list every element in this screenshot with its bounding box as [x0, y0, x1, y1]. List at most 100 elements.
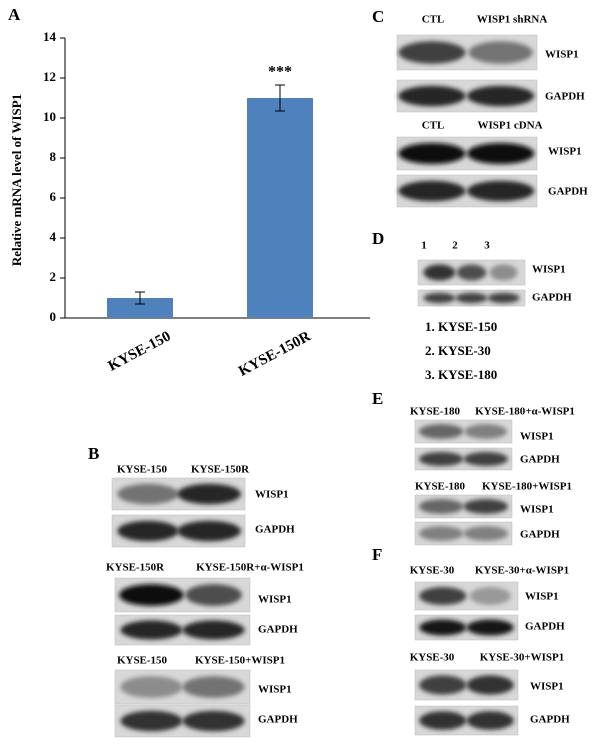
- y-tick-label: 10: [43, 109, 56, 124]
- y-tick-label: 12: [43, 69, 56, 84]
- y-tick-label: 14: [43, 29, 57, 44]
- label: KYSE-150: [117, 464, 168, 476]
- label: KYSE-180: [415, 481, 466, 493]
- blot-band: [117, 483, 179, 505]
- y-tick-label: 2: [50, 269, 57, 284]
- blot-band: [182, 710, 245, 732]
- blot-band: [120, 710, 183, 732]
- blot-band: [423, 264, 456, 281]
- blot-band: [487, 292, 520, 304]
- y-tick-label: 8: [50, 149, 57, 164]
- blot-band: [398, 180, 466, 202]
- y-tick-label: 6: [50, 189, 57, 204]
- label: GAPDH: [258, 714, 298, 726]
- label: E: [372, 389, 383, 408]
- bar: [247, 98, 313, 318]
- label: WISP1: [532, 264, 566, 276]
- label: WISP1: [258, 594, 292, 606]
- label: WISP1: [520, 431, 554, 443]
- blot-band: [398, 142, 466, 165]
- label: GAPDH: [520, 454, 560, 466]
- blot-band: [467, 142, 535, 165]
- error-bar: [275, 84, 285, 112]
- blot-band: [469, 587, 511, 605]
- blot-band: [467, 85, 535, 107]
- label: 2: [452, 240, 458, 252]
- label: GAPDH: [548, 186, 588, 198]
- blot-band: [398, 41, 466, 64]
- blot-band: [418, 451, 464, 467]
- blot-band: [398, 85, 466, 107]
- label: KYSE-150R+α-WISP1: [196, 562, 304, 574]
- blot-band: [419, 619, 467, 636]
- label: C: [372, 7, 384, 26]
- annotation: ***: [268, 64, 292, 81]
- label: GAPDH: [530, 714, 570, 726]
- blot-band: [466, 675, 514, 695]
- label: 3: [484, 240, 490, 252]
- label: 1: [421, 240, 427, 252]
- blot-band: [185, 584, 242, 606]
- blot-band: [419, 675, 467, 695]
- blot-band: [464, 424, 508, 439]
- blot-band: [182, 620, 245, 640]
- label: KYSE-150R: [191, 464, 250, 476]
- blot-band: [418, 499, 464, 514]
- label: KYSE-150: [117, 655, 168, 667]
- panel-label: A: [8, 5, 21, 24]
- y-axis-label: Relative mRNA level of WISP1: [9, 94, 24, 266]
- label: WISP1 cDNA: [477, 120, 542, 132]
- label: KYSE-30+α-WISP1: [475, 565, 569, 577]
- blot-band: [463, 526, 509, 541]
- blot-band: [489, 264, 518, 281]
- blot-band: [177, 520, 242, 542]
- blot-band: [120, 676, 183, 698]
- label: WISP1: [520, 504, 554, 516]
- blot-band: [455, 292, 488, 304]
- label: KYSE-30: [410, 652, 455, 664]
- blot-band: [418, 424, 464, 439]
- label: KYSE-180+α-WISP1: [475, 406, 575, 418]
- label: 1. KYSE-150: [425, 319, 497, 334]
- label: CTL: [422, 14, 445, 26]
- blot-band: [468, 41, 533, 64]
- blot-band: [419, 711, 467, 730]
- label: GAPDH: [258, 624, 298, 636]
- blot-band: [423, 292, 456, 304]
- blot-band: [466, 619, 514, 636]
- blot-band: [182, 676, 245, 698]
- blot-band: [463, 499, 509, 514]
- label: GAPDH: [532, 292, 572, 304]
- y-tick-label: 4: [50, 229, 57, 244]
- blot-band: [117, 520, 179, 542]
- blot-band: [177, 483, 242, 505]
- label: GAPDH: [545, 91, 585, 103]
- blot-band: [418, 526, 464, 541]
- label: WISP1: [255, 489, 289, 501]
- label: WISP1 shRNA: [477, 14, 548, 26]
- x-tick-label: KYSE-150: [106, 328, 174, 374]
- label: WISP1: [548, 146, 582, 158]
- label: GAPDH: [525, 621, 565, 633]
- label: KYSE-180+WISP1: [482, 481, 572, 493]
- label: WISP1: [258, 684, 292, 696]
- label: B: [88, 444, 99, 463]
- label: KYSE-150R: [106, 562, 165, 574]
- blot-band: [463, 451, 509, 467]
- label: F: [372, 545, 382, 564]
- error-bar: [135, 291, 145, 305]
- label: KYSE-180: [410, 406, 461, 418]
- y-tick-label: 0: [50, 309, 57, 324]
- label: KYSE-150+WISP1: [195, 655, 285, 667]
- label: KYSE-30: [410, 565, 455, 577]
- blot-band: [120, 620, 183, 640]
- blot-band: [456, 264, 487, 281]
- bar: [107, 298, 173, 318]
- label: CTL: [422, 120, 445, 132]
- x-tick-label: KYSE-150R: [236, 328, 314, 379]
- label: WISP1: [545, 49, 579, 61]
- blot-band: [419, 587, 467, 605]
- label: WISP1: [530, 681, 564, 693]
- label: 2. KYSE-30: [425, 343, 491, 358]
